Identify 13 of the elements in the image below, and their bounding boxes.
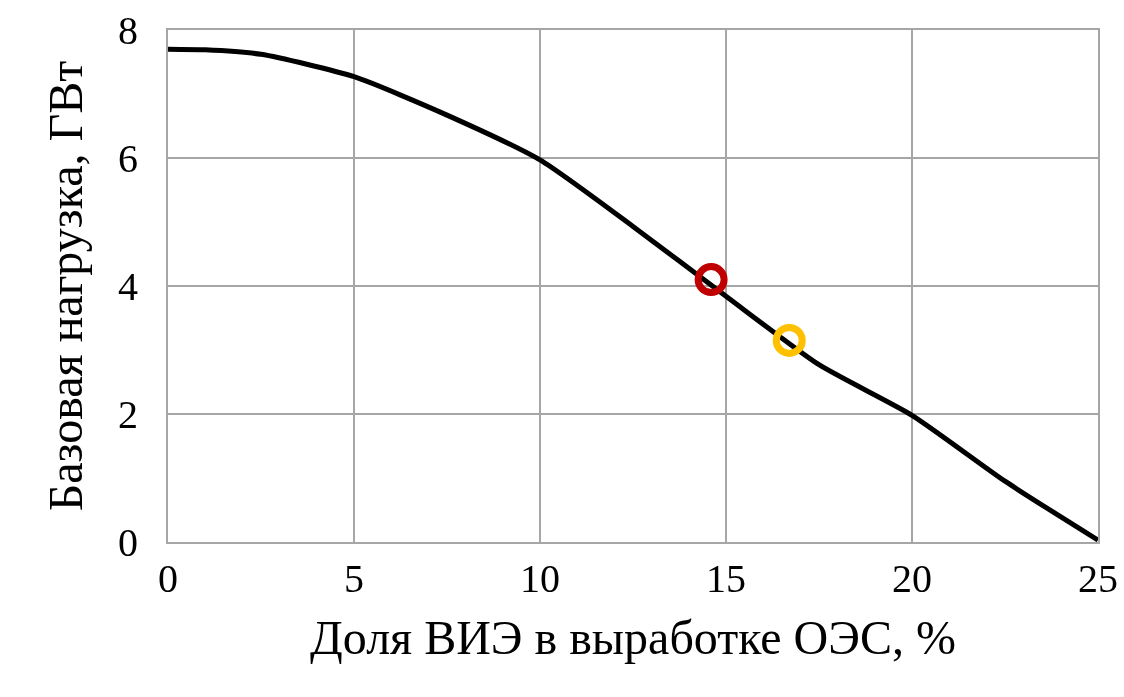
y-tick-label: 4 <box>118 264 138 309</box>
y-tick-label: 8 <box>118 8 138 53</box>
y-tick-label: 2 <box>118 392 138 437</box>
x-tick-label: 0 <box>158 556 178 601</box>
y-axis-title: Базовая нагрузка, ГВт <box>39 60 93 512</box>
x-tick-label: 15 <box>706 556 746 601</box>
y-tick-label: 6 <box>118 136 138 181</box>
x-tick-label: 25 <box>1078 556 1118 601</box>
y-tick-label: 0 <box>118 520 138 565</box>
x-axis-title: Доля ВИЭ в выработке ОЭС, % <box>310 610 956 664</box>
x-tick-label: 10 <box>520 556 560 601</box>
x-tick-label: 5 <box>344 556 364 601</box>
x-tick-label: 20 <box>892 556 932 601</box>
